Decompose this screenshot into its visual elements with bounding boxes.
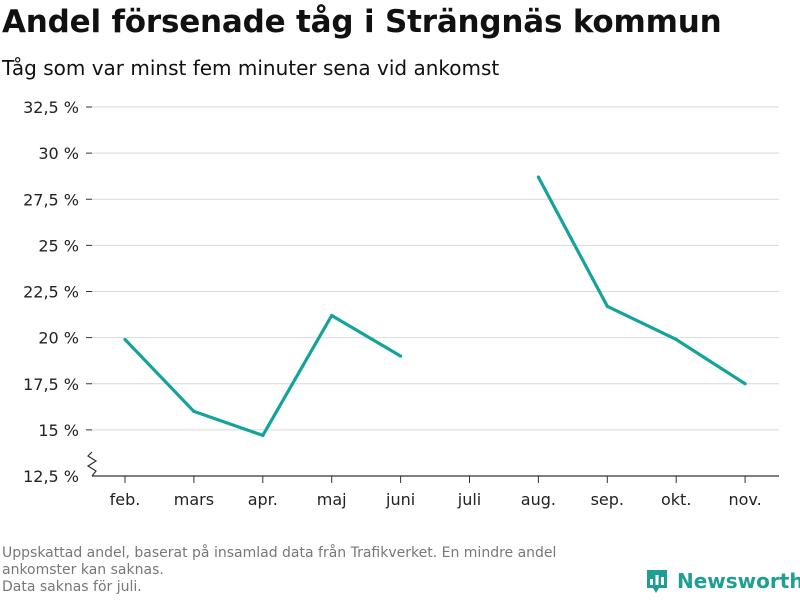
y-tick-label: 12,5 % xyxy=(23,467,79,486)
x-tick-label: juni xyxy=(385,490,415,509)
y-axis-ticks: 12,5 % 15 % 17,5 % 20 % 22,5 % 25 % 27,5 % 30 %… xyxy=(23,98,92,486)
y-tick-label: 25 % xyxy=(38,236,79,255)
series-line-segment xyxy=(123,313,402,438)
chart-title: Andel försenade tåg i Strängnäs kommun xyxy=(2,4,722,40)
x-tick-label: feb. xyxy=(110,490,141,509)
series-line-segment xyxy=(536,176,746,386)
x-tick-label: sep. xyxy=(591,490,624,509)
y-tick-label: 15 % xyxy=(38,421,79,440)
chart-subtitle: Tåg som var minst fem minuter sena vid a… xyxy=(2,56,500,80)
axis-break-zigzag xyxy=(86,451,98,477)
x-axis-ticks: feb. mars apr. maj juni juli aug. sep. okt. nov. xyxy=(110,476,762,509)
data-point xyxy=(261,433,265,438)
y-tick-label: 32,5 % xyxy=(23,98,79,117)
data-point xyxy=(399,354,403,358)
x-tick-label: okt. xyxy=(661,490,691,509)
data-point xyxy=(192,409,196,414)
x-tick-label: mars xyxy=(174,490,214,509)
y-tick-label: 20 % xyxy=(38,329,79,348)
brand-logo: Newsworthy xyxy=(645,568,800,594)
data-point xyxy=(605,304,609,308)
axis-break-icon xyxy=(86,451,98,477)
footnote: Uppskattad andel, baserat på insamlad da… xyxy=(2,545,642,596)
footnote-line-3: Data saknas för juli. xyxy=(2,579,142,595)
data-point xyxy=(674,337,678,342)
x-tick-label: nov. xyxy=(728,490,761,509)
footnote-line-1: Uppskattad andel, baserat på insamlad da… xyxy=(2,545,557,561)
data-point xyxy=(743,382,747,386)
grid-lines xyxy=(92,106,779,477)
x-tick-label: maj xyxy=(317,490,347,509)
footnote-line-2: ankomster kan saknas. xyxy=(2,562,164,578)
newsworthy-logo-icon xyxy=(647,570,667,593)
x-tick-label: apr. xyxy=(248,490,278,509)
y-tick-label: 27,5 % xyxy=(23,190,79,209)
y-tick-label: 17,5 % xyxy=(23,375,79,394)
series-lines xyxy=(123,175,747,438)
data-point xyxy=(123,337,127,342)
x-tick-label: aug. xyxy=(521,490,556,509)
x-tick-label: juli xyxy=(457,490,481,509)
data-point xyxy=(536,175,541,179)
data-point xyxy=(330,313,334,318)
y-tick-label: 30 % xyxy=(38,144,79,163)
brand-name: Newsworthy xyxy=(677,569,800,593)
y-tick-label: 22,5 % xyxy=(23,283,79,302)
